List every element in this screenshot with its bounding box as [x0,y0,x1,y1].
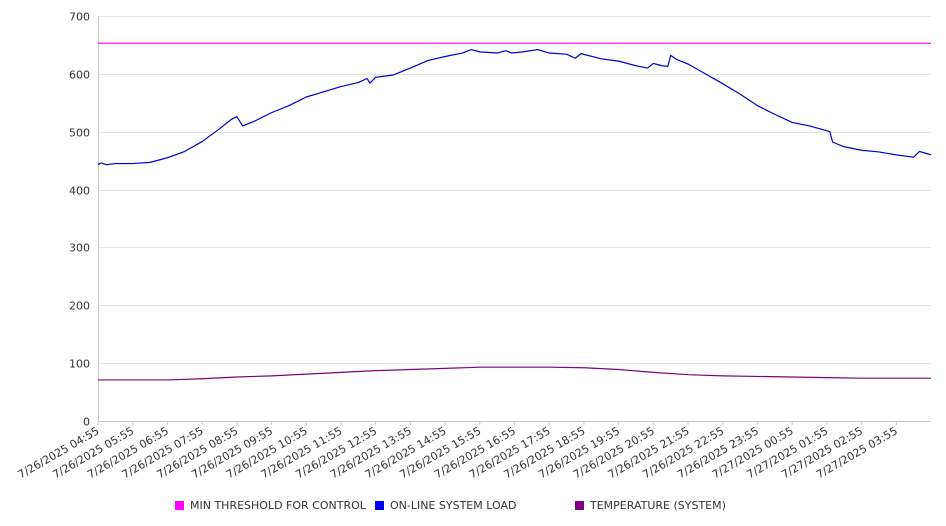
y-tick-labels: 0 100 200 300 400 500 600 700 [69,11,90,429]
y-tick-label: 300 [69,242,90,255]
legend-item-system-load: ON-LINE SYSTEM LOAD [375,497,516,513]
y-tick-label: 500 [69,127,90,140]
system-load-swatch-icon [375,500,384,510]
legend-label-threshold: MIN THRESHOLD FOR CONTROL [190,498,366,512]
y-tick-label: 100 [69,358,90,371]
y-tick-label: 400 [69,185,90,198]
axes [97,16,931,425]
legend-label-temperature: TEMPERATURE (SYSTEM) [590,498,726,512]
temperature-line [98,366,931,381]
y-tick-label: 600 [69,69,90,82]
series-lines [97,42,932,381]
legend: MIN THRESHOLD FOR CONTROL ON-LINE SYSTEM… [0,497,946,515]
temperature-swatch-icon [575,500,584,510]
x-tick-labels: 7/26/2025 04:557/26/2025 05:557/26/2025 … [16,424,900,481]
y-tick-label: 0 [83,416,90,429]
legend-item-temperature: TEMPERATURE (SYSTEM) [575,497,726,513]
y-tick-label: 700 [69,11,90,24]
system-load-line [97,48,932,166]
gridlines [98,16,931,364]
legend-item-threshold: MIN THRESHOLD FOR CONTROL [175,497,366,513]
legend-label-system-load: ON-LINE SYSTEM LOAD [390,498,517,512]
y-tick-label: 200 [69,300,90,313]
threshold-swatch-icon [175,500,184,510]
